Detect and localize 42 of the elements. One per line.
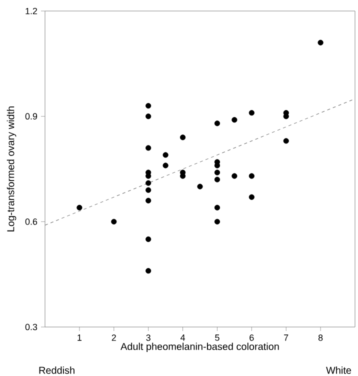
point <box>214 176 220 182</box>
point <box>146 114 152 120</box>
point <box>214 120 220 126</box>
x-tick-label: 7 <box>284 334 288 341</box>
x-tick-label: 2 <box>112 334 116 341</box>
point <box>146 180 152 186</box>
point <box>111 218 117 224</box>
point <box>232 117 238 123</box>
point <box>214 170 220 176</box>
x-tick-label: 3 <box>146 334 150 341</box>
point <box>180 134 186 140</box>
point <box>248 194 254 200</box>
x-tick-label: 6 <box>250 334 254 341</box>
y-tick-label: 0.6 <box>25 218 38 225</box>
point <box>146 236 152 242</box>
point <box>248 173 254 179</box>
y-axis-title: Log-transformed ovary width <box>6 106 16 232</box>
y-tick-label: 0.3 <box>25 324 38 330</box>
x-tick-label: 5 <box>215 334 220 341</box>
point <box>318 40 324 46</box>
point <box>248 110 254 116</box>
point <box>146 268 152 274</box>
point <box>214 204 220 210</box>
point <box>214 218 220 224</box>
point <box>146 103 152 109</box>
x-tick-label: 8 <box>318 334 323 341</box>
x-tick-label: 4 <box>180 334 186 341</box>
point <box>283 138 289 144</box>
point <box>232 173 238 179</box>
text: Reddish <box>39 366 74 374</box>
x-tick-label: 1 <box>78 334 82 341</box>
point <box>162 152 168 158</box>
x-axis-title: Adult pheomelanin-based coloration <box>120 342 279 352</box>
point <box>146 145 152 151</box>
point <box>197 184 203 190</box>
point <box>162 162 168 168</box>
y-tick-label: 1.2 <box>26 8 38 14</box>
point <box>146 198 152 204</box>
point <box>76 204 82 210</box>
y-tick-label: 0.9 <box>25 113 38 120</box>
point <box>146 187 152 193</box>
text: White <box>326 366 352 374</box>
